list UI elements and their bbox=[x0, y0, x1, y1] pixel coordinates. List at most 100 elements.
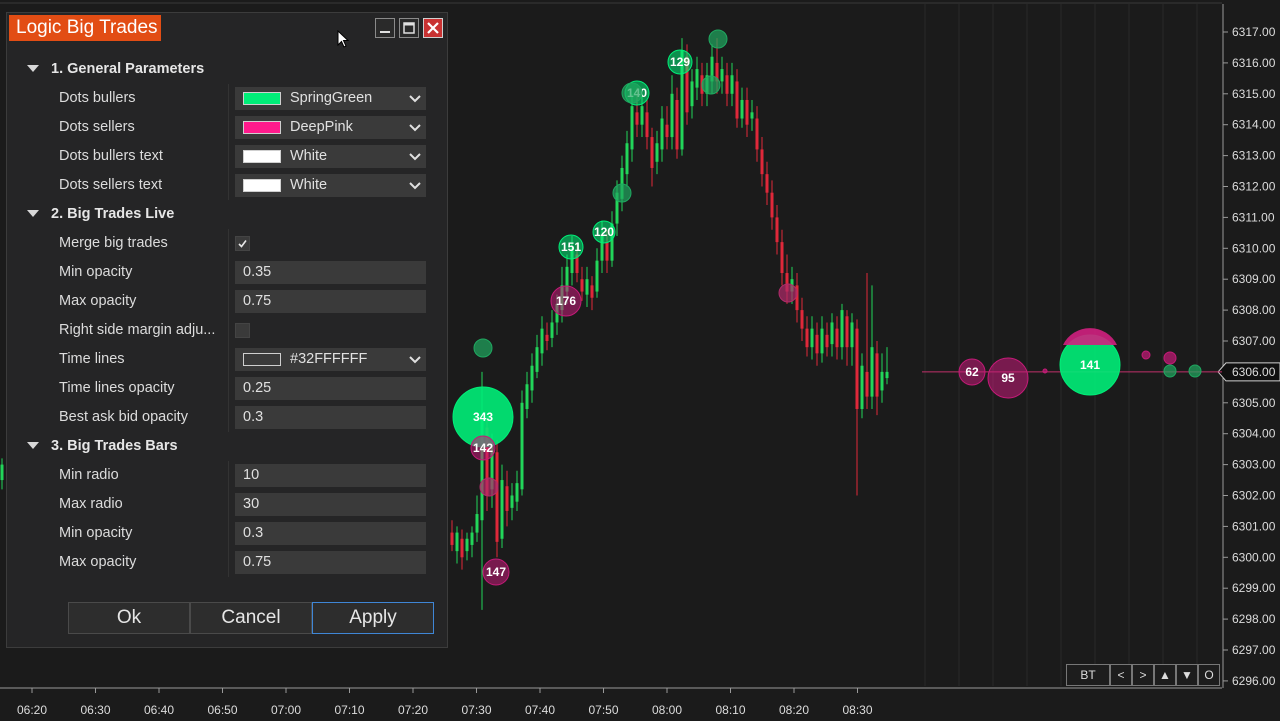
price-tick-label: 6298.00 bbox=[1232, 612, 1276, 626]
divider bbox=[228, 287, 229, 316]
candle-body bbox=[755, 118, 759, 150]
bubble-label: 343 bbox=[473, 410, 493, 424]
bubble-label: 151 bbox=[561, 240, 581, 254]
scroll-up-button[interactable]: ▲ bbox=[1154, 664, 1176, 686]
candle-body bbox=[665, 124, 669, 138]
candle-body bbox=[510, 495, 514, 508]
candle-body bbox=[500, 480, 504, 539]
big-trade-bubble bbox=[987, 357, 1029, 399]
price-tick-label: 6315.00 bbox=[1232, 87, 1276, 101]
maximize-icon bbox=[403, 22, 415, 34]
candle-body bbox=[505, 486, 509, 511]
divider bbox=[228, 229, 229, 258]
bt-button[interactable]: BT bbox=[1066, 664, 1110, 686]
number-input[interactable]: 0.3 bbox=[235, 522, 426, 545]
divider bbox=[228, 171, 229, 200]
maximize-button[interactable] bbox=[399, 18, 419, 38]
big-trade-dot bbox=[1141, 350, 1151, 360]
color-select[interactable]: White bbox=[235, 145, 426, 168]
setting-row: Max opacity 0.75 bbox=[7, 548, 447, 577]
setting-label: Dots bullers bbox=[59, 90, 136, 106]
time-tick-label: 06:30 bbox=[80, 703, 110, 717]
candle-body bbox=[495, 452, 499, 542]
checkbox[interactable] bbox=[235, 236, 250, 251]
input-value: 0.75 bbox=[243, 554, 272, 570]
dialog-titlebar[interactable]: Logic Big Trades bbox=[7, 13, 447, 43]
candle-body bbox=[760, 149, 764, 175]
candle-body bbox=[870, 347, 874, 397]
price-tick-label: 6314.00 bbox=[1232, 118, 1276, 132]
candle-body bbox=[475, 514, 479, 533]
number-input[interactable]: 30 bbox=[235, 493, 426, 516]
candle-body bbox=[575, 254, 579, 274]
color-value: DeepPink bbox=[290, 119, 353, 135]
divider bbox=[228, 403, 229, 432]
color-select[interactable]: SpringGreen bbox=[235, 87, 426, 110]
setting-row: Min opacity 0.35 bbox=[7, 258, 447, 287]
time-tick-label: 07:20 bbox=[398, 703, 428, 717]
candle-body bbox=[530, 365, 534, 391]
section-header[interactable]: 1. General Parameters bbox=[7, 55, 447, 84]
prev-button[interactable]: < bbox=[1110, 664, 1132, 686]
candle-body bbox=[650, 137, 654, 168]
candle-body bbox=[660, 118, 664, 150]
candle-body bbox=[620, 167, 624, 199]
candle-body bbox=[850, 322, 854, 348]
price-tick-label: 6309.00 bbox=[1232, 272, 1276, 286]
big-trade-bubble bbox=[958, 358, 986, 386]
scroll-down-button[interactable]: ▼ bbox=[1176, 664, 1198, 686]
number-input[interactable]: 0.35 bbox=[235, 261, 426, 284]
number-input[interactable]: 0.25 bbox=[235, 377, 426, 400]
next-button[interactable]: > bbox=[1132, 664, 1154, 686]
setting-row: Max radio 30 bbox=[7, 490, 447, 519]
candle-body bbox=[580, 279, 584, 292]
candle-body bbox=[520, 402, 524, 490]
price-tick-label: 6307.00 bbox=[1232, 334, 1276, 348]
number-input[interactable]: 10 bbox=[235, 464, 426, 487]
candle-body bbox=[535, 347, 539, 372]
candle-body bbox=[610, 223, 614, 261]
price-tick-label: 6302.00 bbox=[1232, 489, 1276, 503]
minimize-button[interactable] bbox=[375, 18, 395, 38]
number-input[interactable]: 0.3 bbox=[235, 406, 426, 429]
candle-body bbox=[715, 62, 719, 82]
checkmark-icon bbox=[238, 240, 247, 248]
bubble-label: 120 bbox=[594, 225, 614, 239]
color-select[interactable]: DeepPink bbox=[235, 116, 426, 139]
time-tick-label: 07:00 bbox=[271, 703, 301, 717]
bubble-label: 147 bbox=[486, 565, 506, 579]
setting-row: Min radio 10 bbox=[7, 461, 447, 490]
candle-body bbox=[860, 365, 864, 409]
big-trade-dot bbox=[1188, 364, 1202, 378]
candle-body bbox=[550, 322, 554, 338]
setting-label: Merge big trades bbox=[59, 235, 168, 251]
o-button[interactable]: O bbox=[1198, 664, 1220, 686]
section-header[interactable]: 3. Big Trades Bars bbox=[7, 432, 447, 461]
color-select[interactable]: #32FFFFFF bbox=[235, 348, 426, 371]
setting-label: Max opacity bbox=[59, 293, 137, 309]
divider bbox=[228, 345, 229, 374]
candle-body bbox=[450, 532, 454, 545]
candle-body bbox=[775, 217, 779, 243]
input-value: 30 bbox=[243, 496, 260, 512]
input-value: 0.35 bbox=[243, 264, 272, 280]
number-input[interactable]: 0.75 bbox=[235, 290, 426, 313]
candle-body bbox=[0, 464, 4, 481]
color-select[interactable]: White bbox=[235, 174, 426, 197]
cancel-button[interactable]: Cancel bbox=[190, 602, 312, 634]
input-value: 0.3 bbox=[243, 409, 264, 425]
big-trade-dot bbox=[708, 29, 728, 49]
color-value: SpringGreen bbox=[290, 90, 373, 106]
apply-button[interactable]: Apply bbox=[312, 602, 434, 634]
section-header[interactable]: 2. Big Trades Live bbox=[7, 200, 447, 229]
time-tick-label: 07:50 bbox=[588, 703, 618, 717]
close-button[interactable] bbox=[423, 18, 443, 38]
setting-label: Max radio bbox=[59, 496, 123, 512]
ok-button[interactable]: Ok bbox=[68, 602, 190, 634]
checkbox[interactable] bbox=[235, 323, 250, 338]
price-tick-label: 6303.00 bbox=[1232, 458, 1276, 472]
price-tick-label: 6308.00 bbox=[1232, 303, 1276, 317]
setting-label: Min opacity bbox=[59, 264, 133, 280]
number-input[interactable]: 0.75 bbox=[235, 551, 426, 574]
